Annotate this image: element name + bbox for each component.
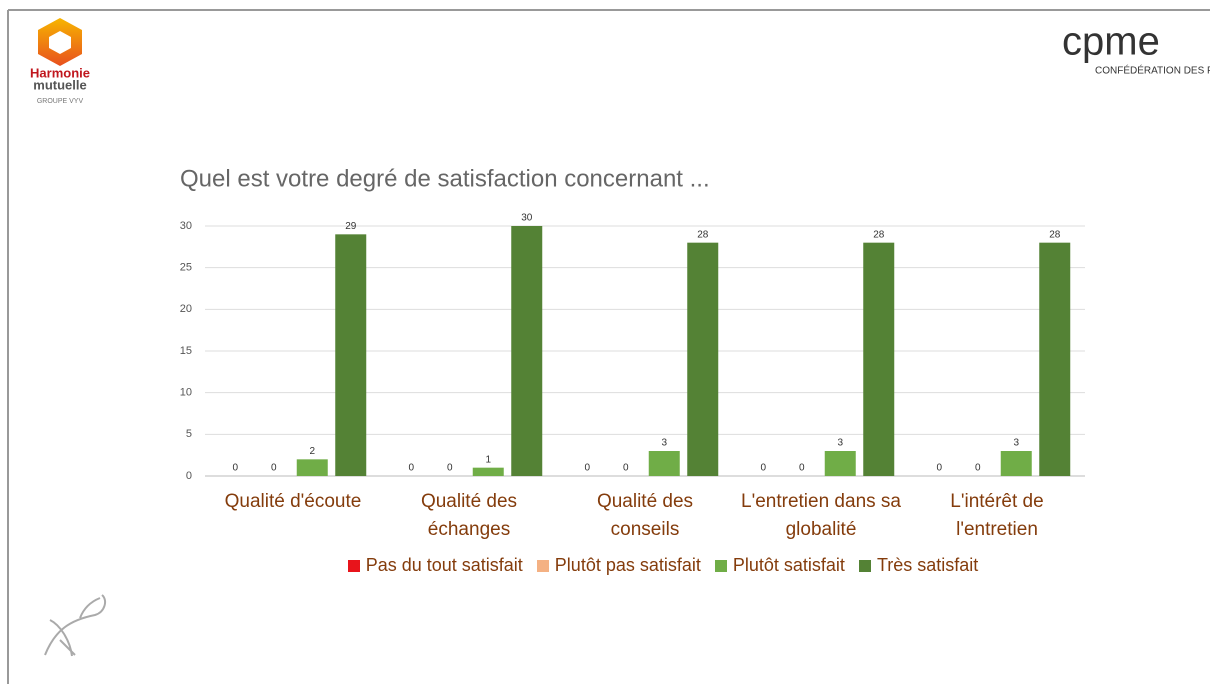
- logo-text: CONFÉDÉRATION DES PME: [1095, 64, 1210, 77]
- legend-label: Pas du tout satisfait: [365, 555, 523, 575]
- value-label: 0: [447, 463, 453, 474]
- value-label: 3: [661, 438, 667, 449]
- legend: Pas du tout satisfait Plutôt pas satisfai…: [200, 555, 1126, 576]
- bar: [1039, 242, 1071, 476]
- value-label: 0: [584, 463, 590, 474]
- bar: [511, 226, 543, 476]
- chart-title: Quel est votre degré de satisfaction con…: [180, 165, 710, 192]
- bar: [863, 242, 895, 476]
- legend-swatch: [858, 559, 871, 572]
- legend-swatch: [714, 559, 727, 572]
- legend-item: Pas du tout satisfait: [347, 555, 523, 576]
- value-label: 0: [408, 463, 414, 474]
- value-label: 28: [873, 229, 885, 240]
- legend-label: Plutôt satisfait: [732, 555, 845, 575]
- legend-swatch: [347, 559, 360, 572]
- logo-text: GROUPE VYV: [37, 98, 84, 105]
- y-tick-label: 5: [186, 428, 192, 440]
- bar: [472, 467, 504, 476]
- cpme-logo: cpme CONFÉDÉRATION DES PME: [1062, 20, 1210, 77]
- value-label: 0: [232, 463, 238, 474]
- value-label: 3: [1013, 438, 1019, 449]
- bar: [687, 242, 719, 476]
- y-tick-label: 20: [180, 303, 192, 315]
- x-tick-label: L'intérêt de l'entretien: [950, 491, 1044, 540]
- y-tick-label: 30: [180, 220, 192, 232]
- logo-text: Harmonie: [30, 65, 90, 80]
- value-label: 1: [485, 454, 491, 465]
- value-label: 30: [521, 213, 533, 224]
- legend-label: Plutôt pas satisfait: [554, 555, 701, 575]
- y-tick-label: 15: [180, 345, 192, 357]
- bar: [824, 451, 856, 476]
- value-label: 28: [1049, 229, 1061, 240]
- value-label: 0: [936, 463, 942, 474]
- y-tick-label: 0: [186, 470, 192, 482]
- legend-swatch: [536, 559, 549, 572]
- y-tick-label: 10: [180, 387, 192, 399]
- legend-item: Plutôt satisfait: [714, 555, 845, 576]
- y-tick-label: 25: [180, 262, 192, 274]
- bar: [648, 451, 680, 476]
- logo-text: cpme: [1062, 20, 1160, 64]
- deer-icon: [44, 594, 107, 657]
- value-label: 29: [345, 221, 357, 232]
- legend-label: Très satisfait: [876, 555, 979, 575]
- value-label: 0: [623, 463, 629, 474]
- value-label: 0: [271, 463, 277, 474]
- value-label: 0: [760, 463, 766, 474]
- harmonie-logo: Harmonie mutuelle GROUPE VYV: [30, 18, 90, 105]
- bar: [1000, 451, 1032, 476]
- legend-item: Plutôt pas satisfait: [536, 555, 701, 576]
- bar: [296, 459, 328, 476]
- bar: [335, 234, 367, 476]
- value-label: 0: [799, 463, 805, 474]
- x-tick-label: L'entretien dans sa globalité: [741, 491, 901, 540]
- logo-hexagon-inner: [49, 31, 71, 54]
- legend-item: Très satisfait: [858, 555, 979, 576]
- x-tick-label: Qualité des échanges: [420, 491, 518, 540]
- x-tick-label: Qualité d'écoute: [224, 491, 362, 512]
- value-label: 28: [697, 229, 709, 240]
- value-label: 3: [837, 438, 843, 449]
- value-label: 2: [309, 446, 315, 457]
- value-label: 0: [975, 463, 981, 474]
- logo-text: mutuelle: [33, 77, 86, 92]
- x-tick-label: Qualité des conseils: [596, 491, 694, 540]
